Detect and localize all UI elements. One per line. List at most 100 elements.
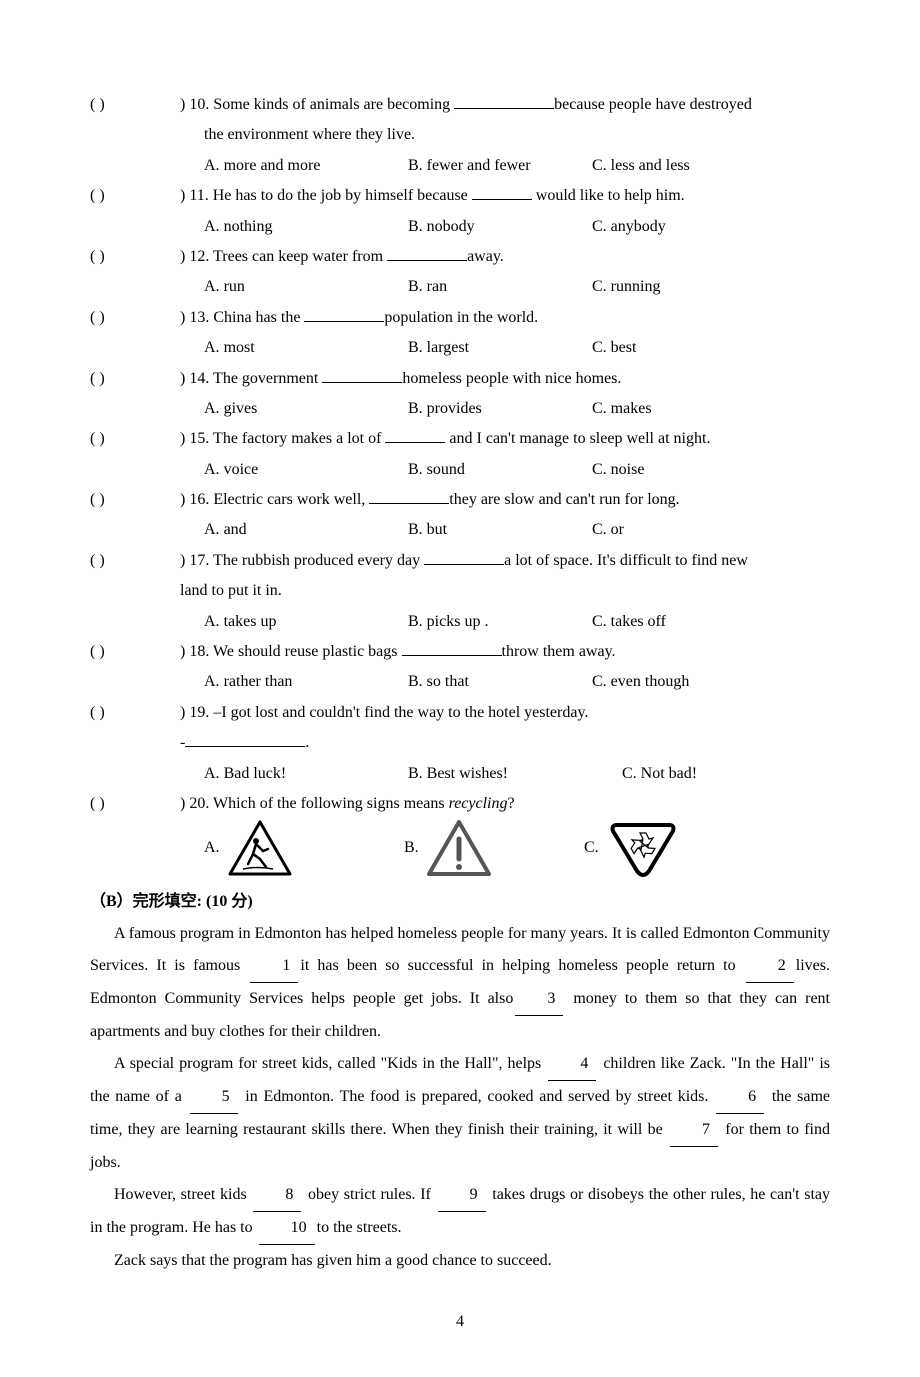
answer-paren[interactable]: ( ) xyxy=(90,242,180,272)
question-number: ) 16. xyxy=(180,491,213,508)
question-text: a lot of space. It's difficult to find n… xyxy=(504,552,748,569)
cloze-blank-4[interactable]: 4 xyxy=(548,1048,596,1081)
option-c[interactable]: C. or xyxy=(592,515,624,545)
option-c[interactable]: C. running xyxy=(592,272,660,302)
cloze-blank-7[interactable]: 7 xyxy=(670,1114,718,1147)
option-b[interactable]: B. so that xyxy=(408,667,588,697)
blank[interactable] xyxy=(322,366,402,383)
answer-paren[interactable]: ( ) xyxy=(90,90,180,120)
blank[interactable] xyxy=(424,548,504,565)
question-20: ( ) ) 20. Which of the following signs m… xyxy=(90,789,830,877)
options: A. nothing B. nobody C. anybody xyxy=(180,212,830,242)
option-b[interactable]: B. Best wishes! xyxy=(408,759,618,789)
option-c[interactable]: C. makes xyxy=(592,394,652,424)
option-b[interactable]: B. xyxy=(404,819,584,877)
answer-paren[interactable]: ( ) xyxy=(90,546,180,576)
passage-p2: A special program for street kids, calle… xyxy=(90,1048,830,1179)
question-number: ) 17. xyxy=(180,552,213,569)
answer-paren[interactable]: ( ) xyxy=(90,698,180,728)
question-text: The rubbish produced every day xyxy=(213,552,424,569)
question-text: He has to do the job by himself because xyxy=(213,187,472,204)
option-c[interactable]: C. xyxy=(584,819,679,877)
answer-paren[interactable]: ( ) xyxy=(90,485,180,515)
cloze-blank-1[interactable]: 1 xyxy=(250,950,298,983)
cloze-blank-5[interactable]: 5 xyxy=(190,1081,238,1114)
option-b[interactable]: B. sound xyxy=(408,455,588,485)
question-number: ) 12. xyxy=(180,248,213,265)
question-text: China has the xyxy=(213,309,304,326)
option-a[interactable]: A. more and more xyxy=(204,151,404,181)
question-text: population in the world. xyxy=(384,309,538,326)
option-b[interactable]: B. picks up . xyxy=(408,607,588,637)
option-b[interactable]: B. ran xyxy=(408,272,588,302)
answer-paren[interactable]: ( ) xyxy=(90,637,180,667)
recycling-icon xyxy=(607,819,679,877)
cloze-passage: A famous program in Edmonton has helped … xyxy=(90,918,830,1277)
question-text: would like to help him. xyxy=(532,187,685,204)
option-a[interactable]: A. and xyxy=(204,515,404,545)
option-b[interactable]: B. nobody xyxy=(408,212,588,242)
options: A. and B. but C. or xyxy=(180,515,830,545)
blank[interactable] xyxy=(385,426,445,443)
cloze-blank-10[interactable]: 10 xyxy=(259,1212,315,1245)
option-c[interactable]: C. anybody xyxy=(592,212,666,242)
option-a[interactable]: A. run xyxy=(204,272,404,302)
question-number: ) 20. xyxy=(180,795,213,812)
answer-paren[interactable]: ( ) xyxy=(90,303,180,333)
question-text: because people have destroyed xyxy=(554,96,752,113)
option-a[interactable]: A. takes up xyxy=(204,607,404,637)
answer-paren[interactable]: ( ) xyxy=(90,364,180,394)
cloze-blank-3[interactable]: 3 xyxy=(515,983,563,1016)
blank[interactable] xyxy=(402,639,502,656)
blank[interactable] xyxy=(454,92,554,109)
option-a[interactable]: A. Bad luck! xyxy=(204,759,404,789)
question-body: ) 19. –I got lost and couldn't find the … xyxy=(180,698,830,789)
option-a[interactable]: A. most xyxy=(204,333,404,363)
options: A. rather than B. so that C. even though xyxy=(180,667,830,697)
options: A. B. C. xyxy=(180,819,830,877)
option-c[interactable]: C. takes off xyxy=(592,607,666,637)
blank[interactable] xyxy=(472,183,532,200)
option-b[interactable]: B. but xyxy=(408,515,588,545)
cloze-blank-9[interactable]: 9 xyxy=(438,1179,486,1212)
option-a[interactable]: A. rather than xyxy=(204,667,404,697)
blank[interactable] xyxy=(369,487,449,504)
option-a[interactable]: A. xyxy=(204,819,404,877)
option-a[interactable]: A. voice xyxy=(204,455,404,485)
answer-paren[interactable]: ( ) xyxy=(90,181,180,211)
option-b[interactable]: B. provides xyxy=(408,394,588,424)
cloze-blank-6[interactable]: 6 xyxy=(716,1081,764,1114)
question-text: they are slow and can't run for long. xyxy=(449,491,679,508)
passage-p1: A famous program in Edmonton has helped … xyxy=(90,918,830,1048)
option-c[interactable]: C. best xyxy=(592,333,636,363)
cloze-blank-8[interactable]: 8 xyxy=(253,1179,301,1212)
question-number: ) 11. xyxy=(180,187,213,204)
blank[interactable] xyxy=(387,244,467,261)
option-a[interactable]: A. nothing xyxy=(204,212,404,242)
question-text: Electric cars work well, xyxy=(213,491,369,508)
option-c[interactable]: C. even though xyxy=(592,667,689,697)
blank[interactable] xyxy=(304,305,384,322)
question-body: ) 20. Which of the following signs means… xyxy=(180,789,830,877)
cloze-blank-2[interactable]: 2 xyxy=(746,950,794,983)
option-a[interactable]: A. gives xyxy=(204,394,404,424)
option-b[interactable]: B. fewer and fewer xyxy=(408,151,588,181)
option-c[interactable]: C. less and less xyxy=(592,151,690,181)
question-body: ) 11. He has to do the job by himself be… xyxy=(180,181,830,242)
question-number: ) 13. xyxy=(180,309,213,326)
question-text: –I got lost and couldn't find the way to… xyxy=(213,704,588,721)
question-body: ) 17. The rubbish produced every day a l… xyxy=(180,546,830,637)
options: A. most B. largest C. best xyxy=(180,333,830,363)
blank[interactable] xyxy=(185,730,305,747)
answer-paren[interactable]: ( ) xyxy=(90,789,180,819)
option-c[interactable]: C. noise xyxy=(592,455,644,485)
option-c[interactable]: C. Not bad! xyxy=(622,759,697,789)
option-label: B. xyxy=(404,833,419,863)
question-body: ) 12. Trees can keep water from away. A.… xyxy=(180,242,830,303)
answer-paren[interactable]: ( ) xyxy=(90,424,180,454)
section-b-header: （B）完形填空: (10 分) xyxy=(90,887,830,917)
passage-p3: However, street kids 8 obey strict rules… xyxy=(90,1179,830,1245)
option-b[interactable]: B. largest xyxy=(408,333,588,363)
question-14: ( ) ) 14. The government homeless people… xyxy=(90,364,830,425)
question-body: ) 13. China has the population in the wo… xyxy=(180,303,830,364)
